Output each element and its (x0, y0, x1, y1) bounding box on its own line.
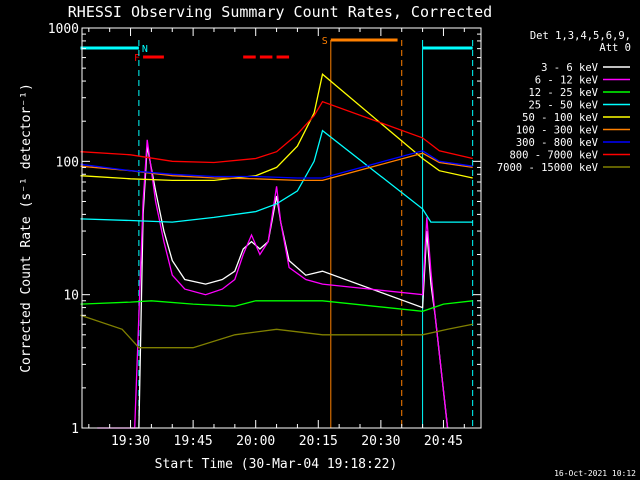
legend-label: 3 - 6 keV (541, 62, 599, 74)
series-lines (80, 73, 473, 429)
legend-label: 50 - 100 keV (522, 112, 599, 124)
y-tick-label: 10 (63, 289, 79, 304)
series-line-25-50-kev (80, 129, 473, 223)
legend-label: 300 - 800 keV (516, 137, 599, 149)
y-tick-label: 1 (71, 422, 79, 437)
y-axis: 1 10 100 1000 (48, 22, 481, 437)
series-line-7000-15000-kev (80, 314, 473, 349)
legend-label: 12 - 25 keV (528, 87, 598, 99)
x-tick-label: 20:30 (361, 434, 400, 449)
y-axis-label: Corrected Count Rate (s⁻¹ detector⁻¹) (19, 83, 34, 373)
series-line-6-12-kev (97, 139, 449, 429)
x-tick-label: 19:30 (111, 434, 150, 449)
flag-label-n: N (142, 44, 148, 55)
series-line-3-6-kev (130, 145, 449, 429)
x-axis-label: Start Time (30-Mar-04 19:18:22) (155, 457, 398, 472)
legend-title: Att 0 (599, 42, 631, 54)
plot-frame (81, 27, 482, 429)
legend-label: 7000 - 15000 keV (497, 162, 599, 174)
flag-label-s: S (322, 36, 328, 47)
legend-title: Det 1,3,4,5,6,9, (530, 30, 631, 42)
y-tick-label: 1000 (48, 22, 79, 37)
flag-bars: NF S (80, 36, 473, 64)
series-line-800-7000-kev (80, 100, 473, 164)
y-tick-label: 100 (56, 155, 79, 170)
mode-lines (138, 40, 474, 428)
series-line-300-800-kev (80, 150, 473, 179)
x-tick-label: 19:45 (174, 434, 213, 449)
x-axis: 19:30 19:45 20:00 20:15 20:30 20:45 (88, 28, 465, 449)
legend-label: 6 - 12 keV (535, 75, 599, 87)
x-tick-label: 20:00 (236, 434, 275, 449)
series-line-50-100-kev (80, 73, 473, 182)
legend-label: 25 - 50 keV (528, 100, 598, 112)
series-line-12-25-kev (80, 300, 473, 312)
x-tick-label: 20:45 (424, 434, 463, 449)
legend-label: 800 - 7000 keV (509, 150, 598, 162)
x-tick-label: 20:15 (299, 434, 338, 449)
timestamp: 16-Oct-2021 10:12 (554, 469, 636, 478)
chart-title: RHESSI Observing Summary Count Rates, Co… (68, 3, 492, 21)
series-line-100-300-kev (80, 152, 473, 182)
flag-label-f: F (134, 53, 140, 64)
legend-label: 100 - 300 keV (516, 125, 599, 137)
